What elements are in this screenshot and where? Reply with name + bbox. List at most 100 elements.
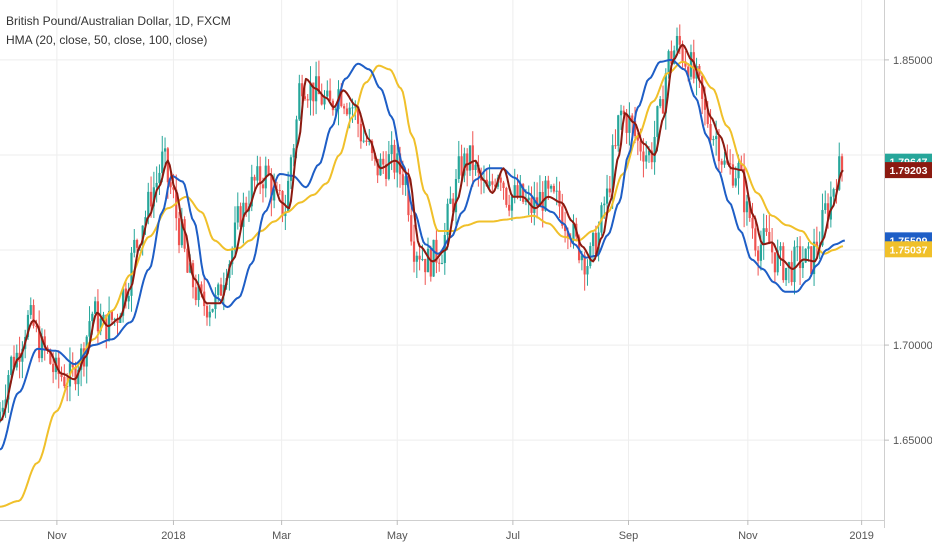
candle-body <box>628 115 631 133</box>
candle-body <box>200 284 203 292</box>
candle-body <box>245 202 248 212</box>
candle <box>393 139 396 180</box>
candle-body <box>396 153 399 173</box>
candle-body <box>329 90 332 101</box>
candle-body <box>368 140 371 142</box>
candle-body <box>611 145 614 193</box>
candle <box>219 277 223 297</box>
candle-body <box>214 294 217 310</box>
candle-body <box>583 255 586 275</box>
candle-body <box>348 107 351 115</box>
candle-body <box>681 44 684 62</box>
candle-body <box>365 140 368 142</box>
candle <box>435 230 438 274</box>
candle-body <box>152 187 155 207</box>
candle <box>412 224 416 273</box>
price-label-background <box>885 162 932 179</box>
candle-body <box>804 248 807 263</box>
candle-body <box>77 369 80 385</box>
candle-body <box>301 83 304 97</box>
candle <box>289 154 293 190</box>
candle-body <box>99 318 102 332</box>
candle-body <box>32 305 35 326</box>
candle-body <box>675 35 679 51</box>
candle-body <box>538 192 542 207</box>
candle <box>463 147 466 183</box>
candle-body <box>605 188 609 204</box>
candle-body <box>463 153 466 176</box>
candle <box>449 186 452 205</box>
candle-body <box>647 150 651 156</box>
candle-body <box>12 356 16 368</box>
series-line-hma-50[interactable] <box>0 58 846 451</box>
candle-body <box>499 177 502 183</box>
candle-body <box>709 124 712 141</box>
candle-body <box>642 151 645 162</box>
candle <box>617 114 620 152</box>
candle <box>127 282 130 310</box>
candle <box>278 184 281 196</box>
candle-body <box>443 235 446 263</box>
candle <box>236 192 239 230</box>
candle-body <box>555 190 558 192</box>
candle-body <box>527 197 530 201</box>
candle-body <box>703 98 707 110</box>
candle-body <box>491 181 494 185</box>
candle <box>186 243 189 274</box>
candle <box>183 216 186 253</box>
y-tick-label: 1.70000 <box>893 340 932 352</box>
candle <box>180 207 183 248</box>
candle-body <box>796 246 799 248</box>
candle-body <box>239 206 242 227</box>
candle-body <box>273 189 276 201</box>
candle-body <box>421 258 424 260</box>
candle-body <box>57 357 60 375</box>
candle-body <box>617 115 620 146</box>
candle-body <box>550 185 553 189</box>
candle-body <box>144 217 147 226</box>
candle-body <box>622 110 625 115</box>
candle-body <box>233 222 237 251</box>
candle-body <box>440 262 444 264</box>
candle-body <box>664 73 667 114</box>
candle <box>527 185 530 216</box>
candle <box>538 175 542 207</box>
candle-body <box>393 144 396 173</box>
candle-body <box>661 99 665 114</box>
x-tick-label: Nov <box>47 530 67 542</box>
candle-body <box>510 196 514 211</box>
candle-body <box>798 246 802 269</box>
candle-body <box>345 108 348 115</box>
candle <box>798 236 802 286</box>
candle <box>40 328 44 363</box>
candle <box>659 96 662 109</box>
candle-body <box>667 51 670 74</box>
candle <box>522 182 525 204</box>
candle-body <box>432 239 435 277</box>
candle-body <box>656 106 659 137</box>
candle <box>619 104 623 131</box>
candle-body <box>354 106 357 108</box>
candle-body <box>298 83 301 120</box>
candle <box>824 190 827 214</box>
candle-body <box>687 66 690 77</box>
candle-body <box>88 321 91 337</box>
candle-body <box>292 148 295 158</box>
candle-body <box>306 99 309 101</box>
candle <box>298 74 301 122</box>
candle <box>0 402 2 424</box>
candle-body <box>673 50 676 64</box>
candle <box>396 141 399 188</box>
candle <box>197 274 200 307</box>
candle <box>552 183 555 194</box>
series-line-hma-100[interactable] <box>0 60 844 508</box>
candle-body <box>211 309 214 312</box>
candle-body <box>127 295 130 302</box>
candle <box>499 172 502 191</box>
candle <box>306 94 309 108</box>
candle <box>110 310 113 325</box>
candle-body <box>776 250 779 273</box>
x-tick-label: May <box>387 530 408 542</box>
series-line-hma-20[interactable] <box>0 43 844 422</box>
